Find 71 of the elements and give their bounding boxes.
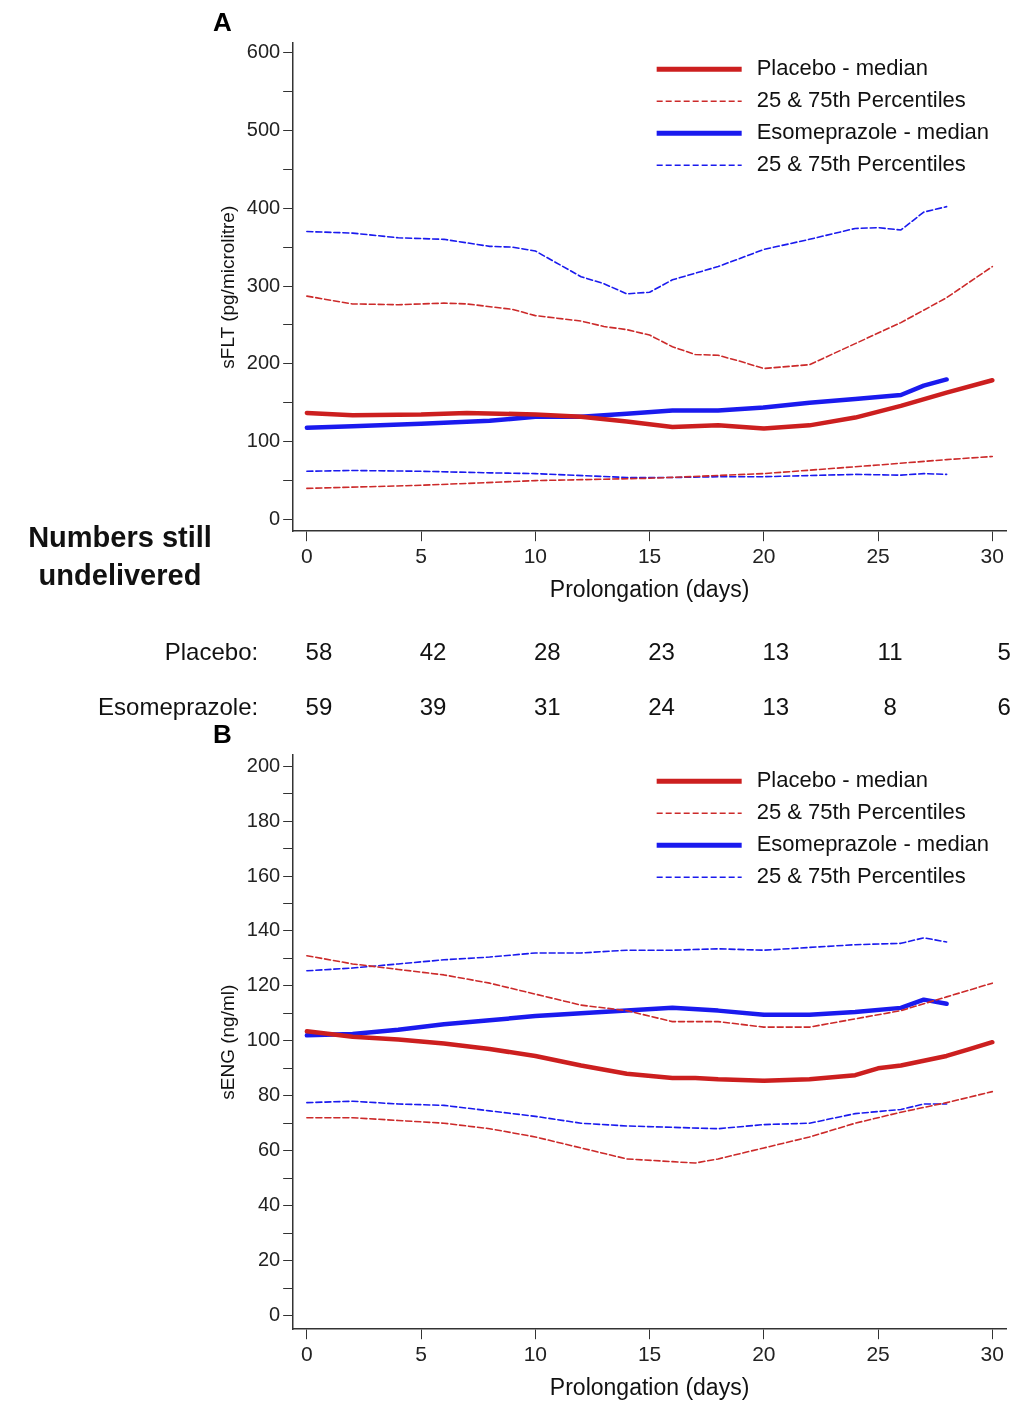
legend-label: Esomeprazole - median: [756, 119, 990, 145]
x-tick-label: 5: [415, 1341, 427, 1365]
x-tick-label: 15: [637, 1341, 662, 1365]
legend-label: 25 & 75th Percentiles: [756, 151, 966, 177]
y-tick-label: 160: [246, 863, 281, 886]
chart-title: B: [213, 718, 232, 749]
x-tick-label: 0: [301, 543, 313, 567]
x-tick-label: 20: [752, 1341, 776, 1365]
x-tick-label: 10: [523, 543, 548, 567]
line-series: [306, 265, 994, 370]
legend-label: 25 & 75th Percentiles: [756, 863, 966, 889]
y-tick-label: 180: [246, 808, 281, 831]
y-tick-label: 80: [257, 1083, 281, 1106]
text: 8: [883, 692, 897, 720]
line-series: [306, 937, 948, 972]
text: 28: [534, 637, 561, 665]
y-axis-title: sENG (ng/ml): [216, 984, 238, 1100]
x-axis-title: Prolongation (days): [549, 575, 750, 602]
text: Esomeprazole:: [98, 692, 259, 720]
y-axis-title: sFLT (pg/microlitre): [216, 205, 238, 369]
y-tick-label: 200: [246, 753, 281, 776]
y-tick-label: 500: [246, 117, 281, 140]
text: Placebo:: [164, 637, 259, 665]
x-tick-label: 15: [637, 543, 662, 567]
text: 39: [419, 692, 447, 720]
y-tick-label: 200: [246, 351, 281, 374]
y-tick-label: 140: [246, 918, 281, 941]
x-tick-label: 0: [301, 1341, 313, 1365]
y-tick-label: 300: [246, 273, 281, 296]
text: 59: [305, 692, 333, 720]
line-series: [306, 1090, 994, 1164]
y-tick-label: 60: [257, 1138, 281, 1161]
chart-title: A: [213, 6, 232, 37]
x-tick-label: 30: [980, 1341, 1004, 1365]
line-series: [306, 205, 948, 295]
legend-label: Placebo - median: [756, 55, 928, 81]
y-tick-label: 400: [246, 195, 281, 218]
text: 11: [877, 637, 903, 665]
x-tick-label: 25: [866, 1341, 890, 1365]
x-tick-label: 5: [415, 543, 427, 567]
legend-label: Placebo - median: [756, 767, 928, 793]
y-tick-label: 40: [257, 1193, 281, 1216]
y-tick-label: 100: [246, 429, 281, 452]
text: Numbers still undelivered: [28, 521, 212, 592]
x-axis-title: Prolongation (days): [549, 1373, 750, 1400]
y-tick-label: 0: [269, 507, 281, 530]
text: 31: [534, 692, 561, 720]
text: 23: [648, 637, 675, 665]
line-series: [306, 455, 994, 490]
legend-label: Esomeprazole - median: [756, 831, 990, 857]
text: 13: [762, 692, 790, 720]
y-tick-label: 120: [246, 973, 281, 996]
x-tick-label: 30: [980, 543, 1004, 567]
y-tick-label: 20: [257, 1248, 281, 1271]
y-tick-label: 100: [246, 1028, 281, 1051]
x-tick-label: 25: [866, 543, 890, 567]
x-tick-label: 20: [752, 543, 776, 567]
text: 6: [997, 692, 1011, 720]
text: 24: [648, 692, 675, 720]
legend-label: 25 & 75th Percentiles: [756, 799, 966, 825]
x-tick-label: 10: [523, 1341, 548, 1365]
text: 5: [997, 637, 1011, 665]
text: 42: [419, 637, 447, 665]
y-tick-label: 600: [246, 40, 281, 63]
line-series: [306, 469, 948, 479]
line-series: [306, 1100, 948, 1130]
text: 58: [305, 637, 333, 665]
y-tick-label: 0: [269, 1302, 281, 1325]
legend-label: 25 & 75th Percentiles: [756, 87, 966, 113]
line-series: [306, 954, 994, 1028]
text: 13: [762, 637, 790, 665]
